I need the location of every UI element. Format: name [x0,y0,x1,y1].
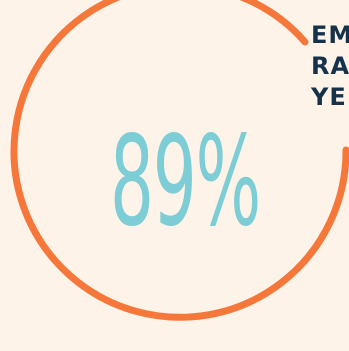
stat-caption: EM RA YE [311,20,349,113]
progress-arc [10,0,349,321]
caption-line: RA [311,52,349,80]
caption-line: YE [311,83,347,111]
stat-percentage: 89% [109,110,261,254]
caption-line: EM [311,21,349,49]
